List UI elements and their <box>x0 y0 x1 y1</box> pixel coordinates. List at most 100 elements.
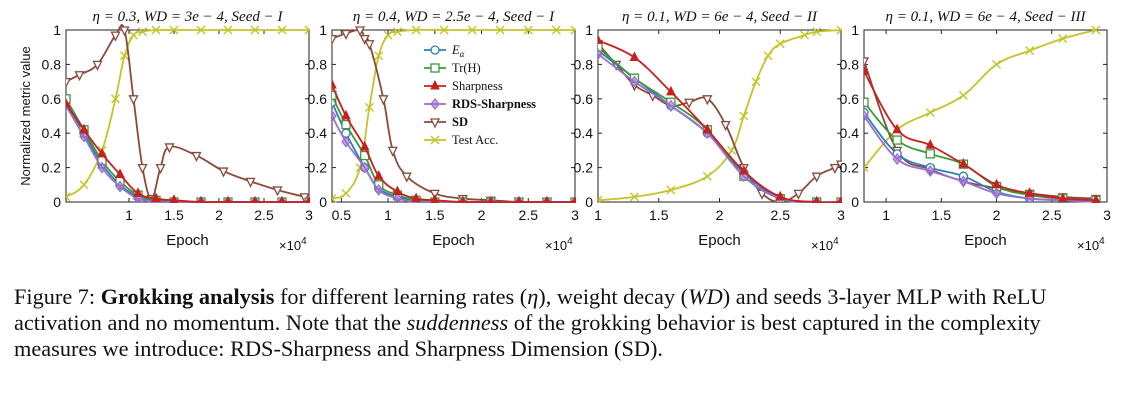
point-Sharpness <box>515 195 523 203</box>
point-Sharpness <box>958 158 969 168</box>
point-Sharpness <box>359 140 370 151</box>
y-tick-label: 0.4 <box>42 125 62 141</box>
series-line-SD <box>598 43 842 203</box>
y-tick-label: 0.2 <box>42 160 62 176</box>
series-TestAcc <box>66 25 310 202</box>
point-TestAcc-stroke2 <box>223 25 233 35</box>
series-Sharpness <box>864 65 1101 203</box>
point-TestAcc-stroke2 <box>392 27 402 37</box>
point-TestAcc-stroke2 <box>523 25 533 35</box>
point-RDS-Sharpness <box>598 48 603 61</box>
panel-title: η = 0.4, WD = 2.5e − 4, Seed − I <box>353 9 555 25</box>
point-TestAcc-stroke2 <box>836 28 842 35</box>
point-TestAcc-stroke2 <box>958 90 968 100</box>
point-TestAcc-stroke2 <box>800 30 810 40</box>
point-RDS-Sharpness <box>629 75 640 88</box>
x-tick-label: 1 <box>125 207 133 223</box>
point-Sharpness <box>837 195 842 203</box>
y-tick-label: 1 <box>319 22 327 38</box>
y-tick-label: 0.6 <box>574 91 594 107</box>
point-TestAcc-stroke2 <box>383 30 393 40</box>
point-RDS-Sharpness <box>666 99 676 112</box>
point-SD <box>245 177 256 188</box>
caption-part1: for different learning rates ( <box>274 284 528 309</box>
point-TestAcc-stroke2 <box>751 77 761 87</box>
y-tick-label: 0.8 <box>574 56 594 72</box>
series-SD <box>598 40 842 203</box>
point-Sharpness <box>66 97 71 108</box>
point-TestAcc <box>864 166 869 173</box>
x-tick-label: 2.5 <box>254 207 274 223</box>
x-tick-label: 2.5 <box>519 207 539 223</box>
point-SD <box>119 26 130 37</box>
point-TestAcc <box>598 199 602 203</box>
point-Sharpness <box>332 78 337 89</box>
y-tick-label: 0.8 <box>308 56 328 72</box>
x-tick-label: 1 <box>882 207 890 223</box>
series-Sharpness <box>66 97 310 203</box>
point-RDS-Sharpness <box>341 135 351 148</box>
point-TestAcc <box>332 197 337 203</box>
point-Sharpness <box>373 170 384 180</box>
series-line-TrH <box>598 46 842 203</box>
x-axis-label: Epoch <box>964 232 1007 249</box>
point-TestAcc-stroke2 <box>250 25 260 35</box>
point-TestAcc-stroke2 <box>120 51 129 61</box>
x-tick-label: 2.5 <box>771 207 791 223</box>
legend-label-Sharpness: Sharpness <box>452 79 503 93</box>
point-TestAcc-stroke2 <box>666 185 676 195</box>
y-tick-label: 0.4 <box>840 125 860 141</box>
caption-italic: suddenness <box>406 310 509 335</box>
plot-frame <box>863 29 1108 203</box>
caption-label: Figure 7: <box>14 284 96 309</box>
point-TestAcc-stroke2 <box>66 192 71 198</box>
point-TestAcc-stroke2 <box>467 25 477 35</box>
point-TestAcc-stroke2 <box>277 25 287 35</box>
point-Sharpness <box>666 85 676 96</box>
point-TestAcc <box>66 195 71 202</box>
point-Sharpness <box>197 195 205 203</box>
y-tick-label: 0.6 <box>840 91 860 107</box>
x-multiplier: ×104 <box>545 236 573 253</box>
caption-part2: ), weight decay ( <box>538 284 689 309</box>
x-multiplier: ×104 <box>811 236 839 253</box>
point-Sharpness <box>115 168 125 178</box>
legend-marker-RDS-Sharpness <box>430 98 440 110</box>
series-SD <box>66 24 310 203</box>
legend-marker-TrH <box>430 63 440 73</box>
watermark-overlay <box>852 372 1122 410</box>
point-RDS-Sharpness <box>332 110 337 122</box>
point-SD <box>191 151 202 163</box>
point-SD <box>340 29 352 40</box>
point-SD <box>364 40 375 51</box>
point-SD <box>359 34 370 46</box>
point-SD <box>332 34 338 46</box>
y-tick-label: 0.2 <box>308 160 328 176</box>
point-Sharpness <box>1024 187 1035 197</box>
series-line-Sharpness <box>598 39 842 203</box>
x-tick-label: 1.5 <box>164 207 184 223</box>
caption-wd: WD <box>688 284 723 309</box>
x-axis-label: Epoch <box>166 232 209 249</box>
y-tick-label: 1 <box>851 22 859 38</box>
point-Sharpness <box>487 195 495 203</box>
y-tick-label: 0.4 <box>308 125 328 141</box>
point-TestAcc-stroke2 <box>196 25 206 35</box>
point-Sharpness <box>392 185 403 196</box>
point-RDS-Sharpness <box>359 161 370 174</box>
point-Sharpness <box>813 195 821 203</box>
point-SD <box>137 163 148 175</box>
series-RDS-Sharpness <box>864 110 1101 203</box>
panel-title: η = 0.3, WD = 3e − 4, Seed − I <box>93 9 284 25</box>
point-TestAcc-stroke2 <box>551 25 561 35</box>
point-SD <box>829 163 840 175</box>
point-TestAcc-stroke2 <box>598 195 603 202</box>
grokking-figure: η = 0.3, WD = 3e − 4, Seed − I 0 0.2 0.4 0.6… <box>18 9 1111 253</box>
point-TrH <box>864 97 869 107</box>
x-tick-label: 3 <box>1103 207 1111 223</box>
point-RDS-Sharpness <box>864 110 869 122</box>
chart-panel-2: η = 0.4, WD = 2.5e − 4, Seed − I 0 0.2 0.4 0… <box>308 9 580 253</box>
y-tick-label: 0.6 <box>308 91 328 107</box>
point-Sharpness <box>629 51 640 62</box>
point-SD <box>702 95 713 106</box>
